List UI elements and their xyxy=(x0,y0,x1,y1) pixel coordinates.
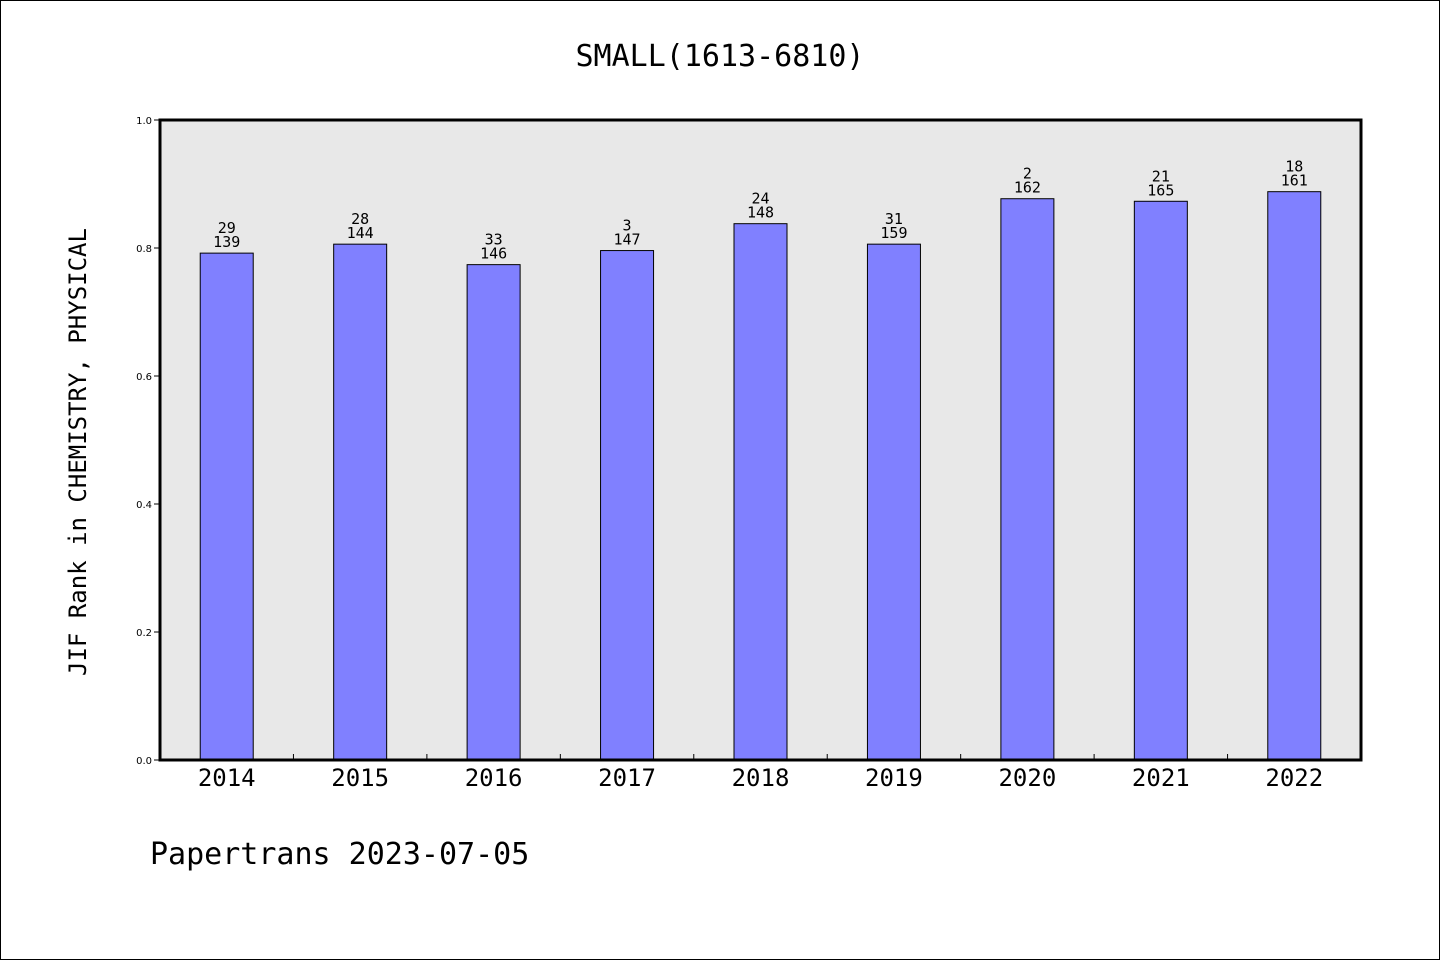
bar-2019 xyxy=(866,243,921,761)
bar-2022 xyxy=(1267,191,1322,761)
bar-rank-label: 33 xyxy=(485,231,503,249)
bar-rank-label: 3 xyxy=(623,217,632,235)
bar-rank-label: 31 xyxy=(885,210,903,228)
plot-border xyxy=(158,118,1363,762)
bar-2021 xyxy=(1133,200,1188,761)
x-tick-label: 2015 xyxy=(331,764,389,792)
y-tick-label: 0.8 xyxy=(136,244,152,255)
bar-rank-label: 24 xyxy=(751,190,769,208)
y-tick-label: 0.6 xyxy=(136,372,152,383)
bar-total-label: 144 xyxy=(347,224,374,242)
footer-text: Papertrans 2023-07-05 xyxy=(150,837,529,872)
bar-total-label: 159 xyxy=(880,224,907,242)
bar-2015 xyxy=(333,243,388,761)
x-tick-label: 2014 xyxy=(198,764,256,792)
bar-2016 xyxy=(466,264,521,761)
x-tick-label: 2019 xyxy=(865,764,923,792)
y-axis: 0.0 0.2 0.4 0.6 0.8 1.0 xyxy=(136,116,160,767)
bar-total-label: 148 xyxy=(747,204,774,222)
bar-rank-label: 21 xyxy=(1152,167,1170,185)
bar-total-label: 165 xyxy=(1147,181,1174,199)
bar-total-label: 139 xyxy=(213,233,240,251)
bar-total-label: 161 xyxy=(1281,172,1308,190)
bar-total-label: 162 xyxy=(1014,179,1041,197)
y-tick-label: 0.2 xyxy=(136,628,152,639)
x-tick-label: 2018 xyxy=(732,764,790,792)
bar-total-label: 146 xyxy=(480,245,507,263)
bar-rank-label: 29 xyxy=(218,219,236,237)
bar-2014 xyxy=(199,252,254,761)
y-tick-label: 1.0 xyxy=(136,116,152,127)
bar-2020 xyxy=(1000,198,1055,761)
x-tick-label: 2021 xyxy=(1132,764,1190,792)
bar-total-label: 147 xyxy=(614,231,641,249)
bar-2017 xyxy=(600,250,655,761)
x-tick-label: 2022 xyxy=(1265,764,1323,792)
bar-rank-label: 2 xyxy=(1023,165,1032,183)
x-axis: 2014 2015 2016 2017 2018 2019 2020 2021 2022 xyxy=(198,754,1323,792)
y-axis-label: JIF Rank in CHEMISTRY, PHYSICAL xyxy=(64,228,92,676)
y-tick-label: 0.4 xyxy=(136,500,152,511)
bar-rank-label: 18 xyxy=(1285,158,1303,176)
x-tick-label: 2020 xyxy=(998,764,1056,792)
chart-title: SMALL(1613-6810) xyxy=(576,39,865,74)
bar-2018 xyxy=(733,223,788,761)
y-tick-label: 0.0 xyxy=(136,756,152,767)
bar-rank-label: 28 xyxy=(351,210,369,228)
x-tick-label: 2016 xyxy=(465,764,523,792)
x-tick-label: 2017 xyxy=(598,764,656,792)
